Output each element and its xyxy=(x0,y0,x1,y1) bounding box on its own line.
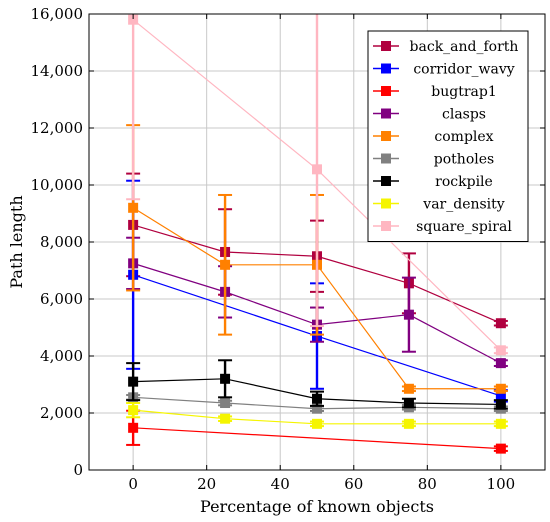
y-tick-label: 0 xyxy=(73,461,83,479)
legend-label: clasps xyxy=(442,107,486,123)
x-tick-label: 40 xyxy=(271,475,290,493)
data-point xyxy=(128,376,139,387)
legend-label: var_density xyxy=(422,197,505,213)
data-point xyxy=(495,418,506,429)
data-point xyxy=(495,383,506,394)
legend-item: var_density xyxy=(373,197,505,213)
series-line xyxy=(133,427,501,450)
x-axis-title: Percentage of known objects xyxy=(200,497,434,516)
legend-marker xyxy=(381,153,391,164)
legend-item: complex xyxy=(373,129,494,145)
data-point xyxy=(220,413,231,424)
series-bugtrap1 xyxy=(126,409,508,454)
series-square_spiral xyxy=(126,14,508,356)
axis-ticks: 0 20 40 60 80 100 0 2,000 4,000 6,000 8,000 10,000 1… xyxy=(31,5,545,493)
data-point xyxy=(128,422,139,433)
data-point xyxy=(403,418,414,429)
data-point xyxy=(495,443,506,454)
y-tick-label: 4,000 xyxy=(40,347,83,365)
y-tick-label: 8,000 xyxy=(40,233,83,251)
series-layer xyxy=(126,14,508,454)
data-point xyxy=(403,383,414,394)
data-point xyxy=(312,164,322,175)
y-tick-label: 6,000 xyxy=(40,290,83,308)
data-point xyxy=(128,14,139,25)
legend: back_and_forth corridor_wavy bugtrap1 clasp… xyxy=(367,30,529,242)
x-tick-label: 60 xyxy=(344,475,363,493)
data-point xyxy=(128,202,139,213)
legend-item: potholes xyxy=(373,152,494,168)
legend-item: corridor_wavy xyxy=(373,62,515,78)
legend-item: rockpile xyxy=(373,174,493,190)
data-point xyxy=(403,398,414,409)
legend-label: complex xyxy=(434,129,493,145)
legend-item: bugtrap1 xyxy=(373,84,497,100)
legend-label: corridor_wavy xyxy=(413,62,514,78)
data-point xyxy=(495,345,506,356)
legend-marker xyxy=(381,86,391,96)
data-point xyxy=(312,393,322,404)
legend-label: bugtrap1 xyxy=(431,84,496,100)
legend-marker xyxy=(381,131,391,141)
data-point xyxy=(495,399,506,410)
x-tick-label: 0 xyxy=(128,475,138,493)
y-axis-title: Path length xyxy=(7,195,26,288)
legend-label: square_spiral xyxy=(416,219,512,235)
legend-label: potholes xyxy=(434,152,494,168)
data-point xyxy=(220,398,231,409)
y-tick-label: 16,000 xyxy=(31,5,84,23)
series-var_density xyxy=(126,402,508,429)
legend-label: rockpile xyxy=(435,174,493,190)
data-point xyxy=(128,405,139,416)
data-point xyxy=(312,418,322,429)
data-point xyxy=(495,358,506,369)
data-point xyxy=(495,390,506,401)
x-tick-label: 80 xyxy=(418,475,437,493)
y-tick-label: 10,000 xyxy=(31,176,84,194)
data-point xyxy=(495,318,506,329)
data-point xyxy=(220,373,231,384)
y-tick-label: 14,000 xyxy=(31,62,84,80)
y-tick-label: 2,000 xyxy=(40,404,83,422)
legend-item: square_spiral xyxy=(373,219,512,235)
legend-marker xyxy=(381,176,391,186)
data-point xyxy=(403,309,414,320)
legend-marker xyxy=(381,198,391,209)
legend-marker xyxy=(381,63,391,74)
legend-label: back_and_forth xyxy=(410,39,519,55)
legend-marker xyxy=(381,221,391,231)
data-point xyxy=(312,403,322,414)
y-tick-label: 12,000 xyxy=(31,119,84,137)
legend-marker xyxy=(381,41,391,51)
legend-item: clasps xyxy=(373,107,486,123)
data-point xyxy=(220,259,231,270)
x-tick-label: 100 xyxy=(487,475,516,493)
series-rockpile xyxy=(126,359,508,410)
legend-marker xyxy=(381,108,391,119)
x-tick-label: 20 xyxy=(197,475,216,493)
legend-item: back_and_forth xyxy=(373,39,518,55)
